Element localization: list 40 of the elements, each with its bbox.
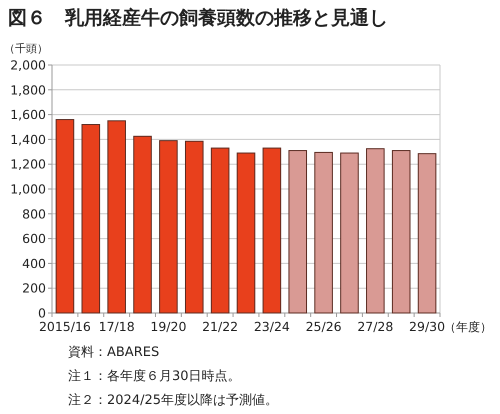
x-tick-label: 19/20 <box>150 319 186 334</box>
y-tick-label: 1,400 <box>10 132 46 147</box>
bar <box>392 150 410 314</box>
x-tick-label: 21/22 <box>202 319 238 334</box>
bar <box>107 120 126 314</box>
bar <box>133 136 152 314</box>
y-tick-label: 200 <box>22 280 46 296</box>
x-tick-label: 25/26 <box>306 319 342 334</box>
bar <box>340 152 359 314</box>
y-tick-label: 1,000 <box>10 182 46 196</box>
y-tick-label: 1,800 <box>10 82 46 98</box>
x-tick-label: 17/18 <box>98 319 135 334</box>
bar <box>56 119 74 314</box>
x-tick-label: 29/30 <box>409 319 446 334</box>
bar <box>82 124 100 314</box>
y-axis-title: （千頭） <box>4 42 48 55</box>
y-tick-label: 400 <box>22 256 46 271</box>
text: 資料：ABARES <box>68 345 160 360</box>
y-tick-label: 1,600 <box>10 107 46 122</box>
x-tick-label: 2015/16 <box>38 319 91 334</box>
y-tick-label: 800 <box>22 206 46 222</box>
y-tick-label: 1,200 <box>10 156 46 172</box>
x-tick-label: 23/24 <box>254 319 290 334</box>
bar <box>210 148 230 314</box>
text: 注１：各年度６月30日時点。 <box>68 368 241 384</box>
y-tick-label: 600 <box>22 231 46 246</box>
y-tick-label: 0 <box>38 306 46 320</box>
bar <box>288 150 308 314</box>
y-tick-label: 2,000 <box>10 58 46 72</box>
text: 注２：2024/25年度以降は予測値。 <box>68 392 278 408</box>
x-axis-title: （年度） <box>444 320 492 334</box>
x-tick-label: 27/28 <box>357 319 394 334</box>
chart-title: 図６ 乳用経産牛の飼養頭数の推移と見通し <box>8 7 388 29</box>
bar <box>184 140 204 314</box>
bar <box>236 152 256 314</box>
bar <box>159 140 178 314</box>
bar <box>366 148 385 314</box>
bar <box>262 148 282 314</box>
bar <box>314 152 333 314</box>
bar <box>418 153 436 314</box>
